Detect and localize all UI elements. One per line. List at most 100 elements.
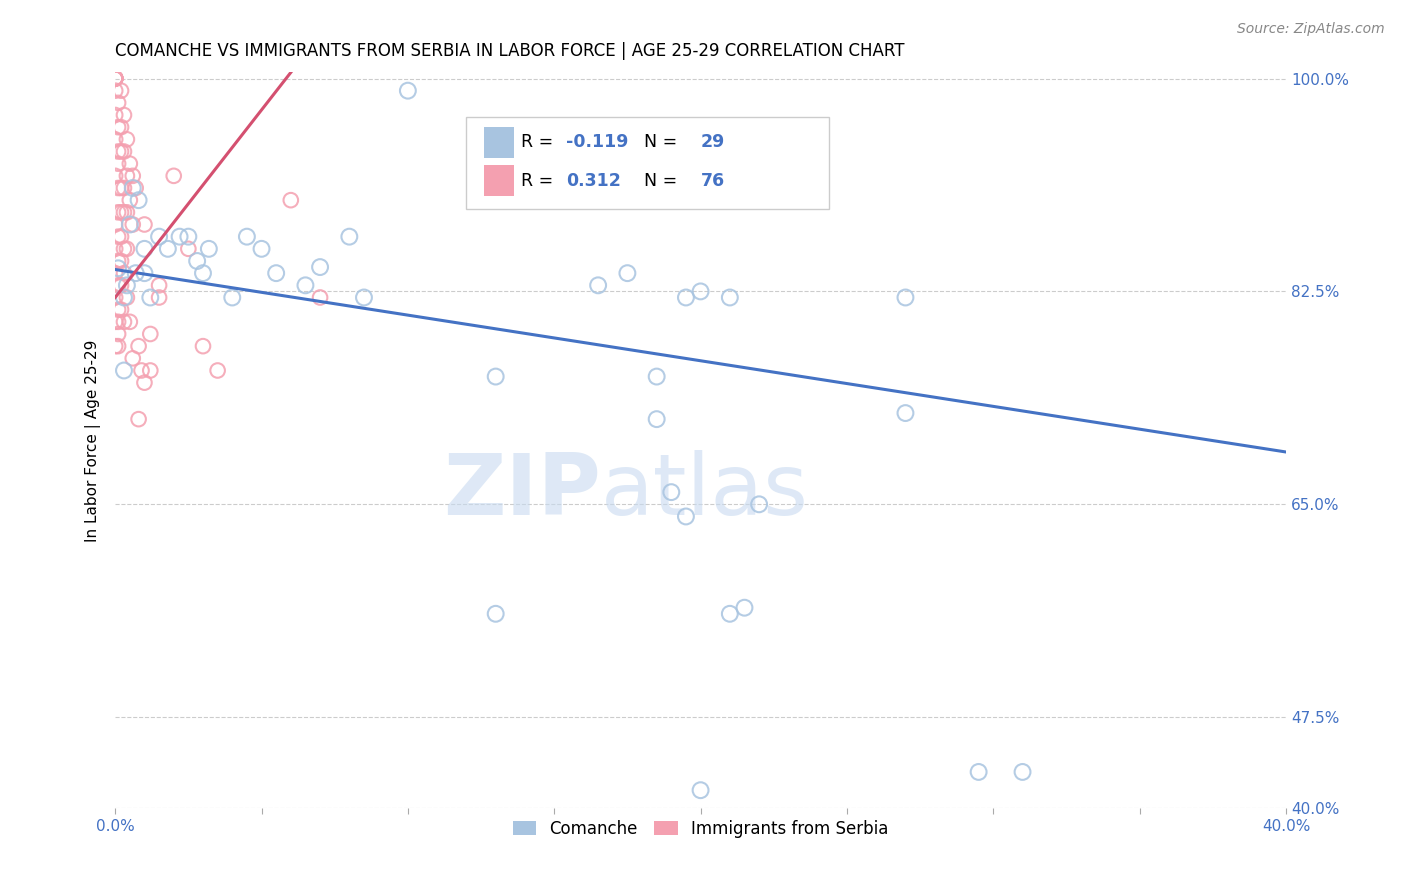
FancyBboxPatch shape xyxy=(484,165,515,196)
Point xyxy=(104,71,127,86)
Point xyxy=(748,497,770,511)
Point xyxy=(107,120,129,135)
Text: Source: ZipAtlas.com: Source: ZipAtlas.com xyxy=(1237,22,1385,37)
Point xyxy=(186,254,208,268)
Point xyxy=(645,369,668,384)
Point xyxy=(112,205,135,219)
Point xyxy=(107,145,129,159)
Point xyxy=(139,326,162,341)
Point xyxy=(485,607,508,621)
Point xyxy=(148,229,170,244)
Point xyxy=(485,369,508,384)
Point xyxy=(131,363,153,377)
Point xyxy=(107,261,129,276)
Point xyxy=(104,132,127,146)
Point xyxy=(134,242,156,256)
Point xyxy=(107,205,129,219)
Point xyxy=(104,291,127,305)
Point xyxy=(107,254,129,268)
Text: 29: 29 xyxy=(700,133,725,152)
Point xyxy=(309,260,332,274)
Point xyxy=(112,315,135,329)
Point xyxy=(107,302,129,317)
FancyBboxPatch shape xyxy=(467,117,830,209)
FancyBboxPatch shape xyxy=(484,127,515,158)
Text: -0.119: -0.119 xyxy=(567,133,628,152)
Point xyxy=(115,242,138,256)
Point xyxy=(191,266,214,280)
Point xyxy=(221,291,243,305)
Point xyxy=(110,278,132,293)
Point xyxy=(110,254,132,268)
Point xyxy=(689,285,711,299)
Point xyxy=(198,242,221,256)
Point xyxy=(139,291,162,305)
Point xyxy=(112,363,135,377)
Text: R =: R = xyxy=(522,133,560,152)
Point xyxy=(107,278,129,293)
Point xyxy=(110,205,132,219)
Point xyxy=(107,181,129,195)
Text: 0.312: 0.312 xyxy=(567,171,621,190)
Point xyxy=(107,326,129,341)
Point xyxy=(115,169,138,183)
Point xyxy=(121,181,143,195)
Point xyxy=(734,600,756,615)
Point xyxy=(718,291,741,305)
Point xyxy=(112,145,135,159)
Point xyxy=(107,339,129,353)
Point xyxy=(156,242,179,256)
Point xyxy=(128,412,150,426)
Point xyxy=(337,229,360,244)
Text: 76: 76 xyxy=(700,171,724,190)
Point xyxy=(1011,764,1033,779)
Point xyxy=(177,229,200,244)
Point xyxy=(177,242,200,256)
Point xyxy=(894,406,917,420)
Point xyxy=(115,291,138,305)
Point xyxy=(118,315,141,329)
Point xyxy=(675,291,697,305)
Point xyxy=(112,266,135,280)
Point xyxy=(294,278,316,293)
Point xyxy=(586,278,609,293)
Point xyxy=(148,291,170,305)
Point xyxy=(104,169,127,183)
Text: COMANCHE VS IMMIGRANTS FROM SERBIA IN LABOR FORCE | AGE 25-29 CORRELATION CHART: COMANCHE VS IMMIGRANTS FROM SERBIA IN LA… xyxy=(115,42,904,60)
Point xyxy=(110,229,132,244)
Y-axis label: In Labor Force | Age 25-29: In Labor Force | Age 25-29 xyxy=(86,339,101,541)
Point xyxy=(128,193,150,207)
Point xyxy=(689,783,711,797)
Point xyxy=(659,485,682,500)
Point xyxy=(207,363,229,377)
Point xyxy=(124,181,146,195)
Point xyxy=(104,108,127,122)
Point xyxy=(134,266,156,280)
Point xyxy=(128,339,150,353)
Point xyxy=(353,291,375,305)
Point xyxy=(134,218,156,232)
Point xyxy=(894,291,917,305)
Text: R =: R = xyxy=(522,171,560,190)
Point xyxy=(675,509,697,524)
Point xyxy=(107,156,129,170)
Point xyxy=(107,315,129,329)
Point xyxy=(104,71,127,86)
Point xyxy=(104,339,127,353)
Point xyxy=(104,71,127,86)
Point xyxy=(115,132,138,146)
Point xyxy=(169,229,191,244)
Point xyxy=(118,218,141,232)
Point xyxy=(121,169,143,183)
Text: ZIP: ZIP xyxy=(443,450,600,533)
Point xyxy=(121,351,143,366)
Point xyxy=(191,339,214,353)
Point xyxy=(104,218,127,232)
Point xyxy=(645,412,668,426)
Point xyxy=(112,181,135,195)
Point xyxy=(104,71,127,86)
Point xyxy=(107,229,129,244)
Point xyxy=(107,95,129,110)
Point xyxy=(110,181,132,195)
Point xyxy=(121,218,143,232)
